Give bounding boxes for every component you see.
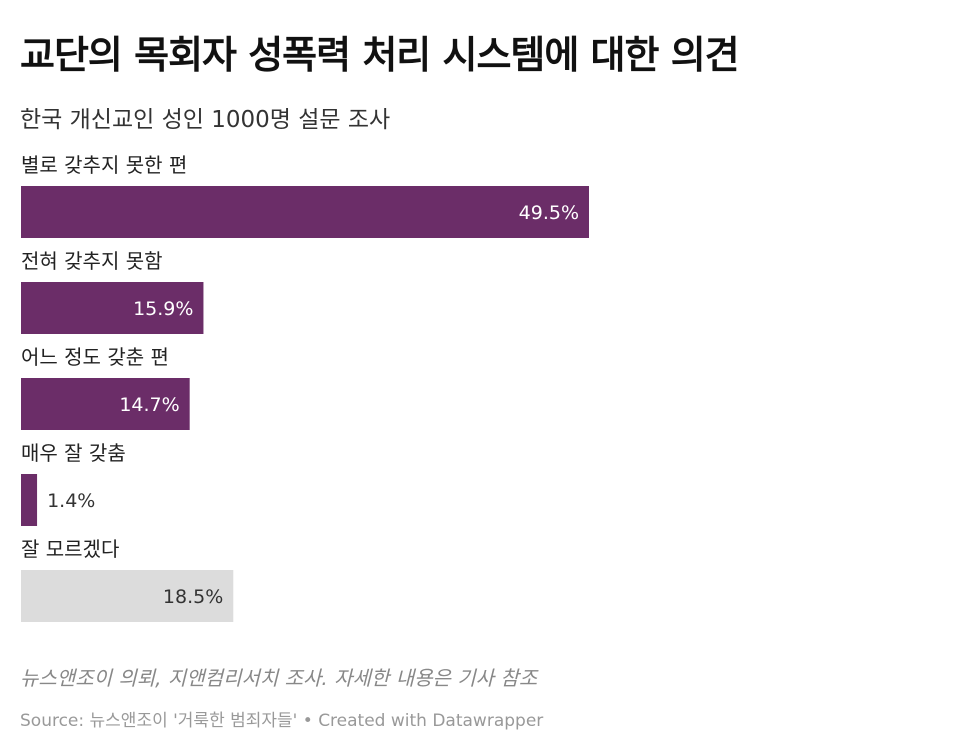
value-label: 49.5%: [519, 202, 579, 224]
bar: [21, 474, 38, 526]
chart-subtitle: 한국 개신교인 성인 1000명 설문 조사: [20, 107, 391, 133]
value-label: 18.5%: [163, 586, 223, 608]
chart-source: Source: 뉴스앤조이 '거룩한 범죄자들' • Created with …: [20, 711, 544, 731]
chart-note: 뉴스앤조이 의뢰, 지앤컴리서치 조사. 자세한 내용은 기사 참조: [20, 666, 538, 690]
category-label: 별로 갖추지 못한 편: [21, 153, 187, 177]
bar: [21, 570, 234, 622]
bar: [21, 282, 204, 334]
value-label: 1.4%: [47, 490, 95, 512]
chart-title: 교단의 목회자 성폭력 처리 시스템에 대한 의견: [20, 33, 740, 77]
category-label: 매우 잘 갖춤: [21, 441, 126, 465]
category-label: 잘 모르겠다: [21, 537, 119, 561]
category-label: 어느 정도 갖춘 편: [21, 345, 169, 369]
bar: [21, 378, 190, 430]
value-label: 14.7%: [119, 394, 179, 416]
value-label: 15.9%: [133, 298, 193, 320]
category-label: 전혀 갖추지 못함: [21, 249, 163, 273]
bar: [21, 186, 589, 238]
